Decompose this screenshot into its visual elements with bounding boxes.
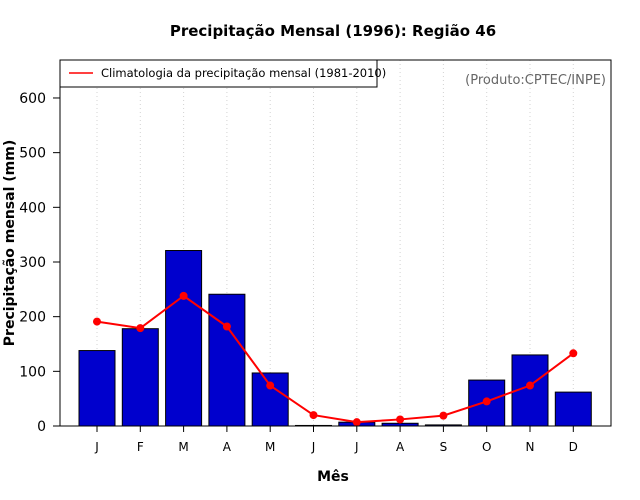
climatology-point — [266, 381, 275, 390]
bar — [554, 391, 592, 427]
climatology-line — [96, 294, 574, 424]
y-tick-label: 500 — [19, 146, 46, 162]
bar-series — [78, 250, 592, 427]
legend: Climatologia da precipitação mensal (198… — [59, 59, 386, 88]
climatology-point — [352, 418, 361, 427]
x-tick-label: N — [526, 440, 535, 454]
y-axis: 0 100 200 300 400 500 600 — [19, 91, 61, 435]
x-tick-label: J — [354, 440, 359, 454]
climatology-point — [179, 291, 188, 300]
climatology-point — [482, 397, 491, 406]
bar — [251, 372, 289, 427]
climatology-point — [222, 322, 231, 331]
x-tick-label: S — [440, 440, 448, 454]
bar — [121, 328, 159, 427]
x-tick-label: J — [94, 440, 99, 454]
x-tick-label: F — [137, 440, 144, 454]
bar — [78, 350, 116, 427]
climatology-point — [439, 411, 448, 420]
climatology-point — [136, 324, 145, 333]
climatology-point — [396, 415, 405, 424]
y-tick-label: 200 — [19, 310, 46, 326]
bar — [208, 293, 246, 427]
climatology-line-series — [93, 291, 578, 427]
x-tick-label: M — [178, 440, 188, 454]
climatology-point — [526, 381, 534, 390]
x-tick-label: A — [396, 440, 405, 454]
y-tick-label: 0 — [37, 419, 46, 435]
x-tick-label: M — [265, 440, 275, 454]
y-axis-label: Precipitação mensal (mm) — [2, 140, 18, 346]
bar — [165, 250, 203, 427]
x-tick-label: A — [223, 440, 232, 454]
y-tick-label: 400 — [19, 200, 46, 216]
x-tick-label: D — [569, 440, 578, 454]
climatology-point — [309, 411, 318, 420]
y-tick-label: 600 — [19, 91, 46, 107]
credit-text: (Produto:CPTEC/INPE) — [465, 73, 606, 88]
chart-title: Precipitação Mensal (1996): Região 46 — [170, 22, 496, 40]
legend-entry-climatology: Climatologia da precipitação mensal (198… — [101, 66, 386, 80]
legend-box — [59, 59, 378, 88]
x-axis-label: Mês — [317, 469, 349, 485]
x-tick-label: O — [482, 440, 491, 454]
climatology-point — [569, 349, 578, 358]
y-tick-label: 100 — [19, 364, 46, 380]
x-tick-label: J — [311, 440, 316, 454]
climatology-point — [93, 317, 101, 326]
y-tick-label: 300 — [19, 255, 46, 271]
